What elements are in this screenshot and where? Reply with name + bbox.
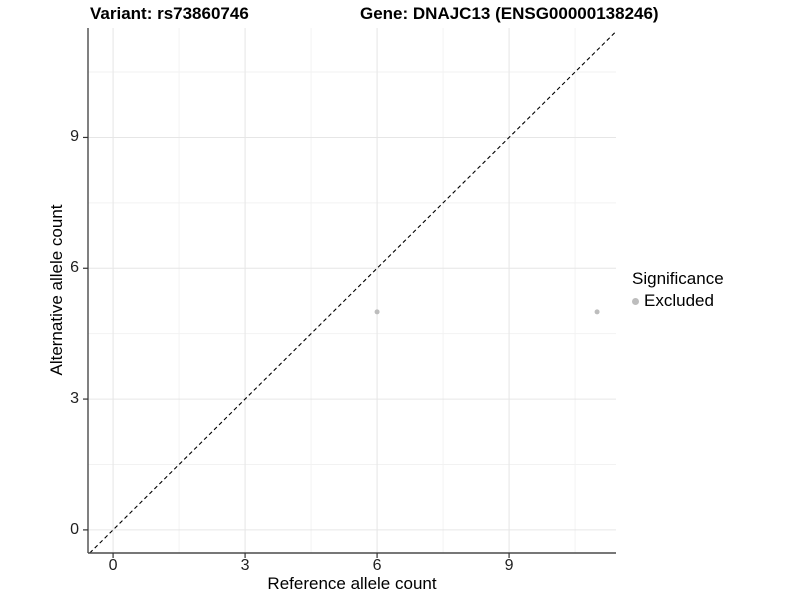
y-tick-label: 3: [70, 390, 79, 408]
y-tick-label: 6: [70, 259, 79, 277]
x-axis-title: Reference allele count: [267, 574, 437, 593]
x-tick-label: 9: [504, 557, 514, 574]
legend-entry-label: Excluded: [644, 291, 714, 310]
legend-point-icon: [632, 297, 639, 305]
legend-entry: Excluded: [632, 291, 724, 311]
data-point: [374, 309, 380, 315]
plot-canvas: [83, 28, 617, 558]
data-point: [594, 309, 600, 315]
variant-title: Variant: rs73860746: [90, 4, 249, 23]
identity-line: [89, 31, 617, 554]
y-tick-label: 9: [70, 128, 79, 146]
legend: Significance Excluded: [632, 269, 724, 311]
legend-title: Significance: [632, 269, 724, 288]
x-tick-label: 0: [108, 557, 118, 574]
x-tick-label: 6: [372, 557, 382, 574]
x-tick-label: 3: [240, 557, 250, 574]
gene-title: Gene: DNAJC13 (ENSG00000138246): [360, 4, 659, 23]
y-axis-title: Alternative allele count: [47, 204, 66, 376]
plot-panel: [83, 28, 617, 558]
y-tick-label: 0: [70, 520, 79, 538]
